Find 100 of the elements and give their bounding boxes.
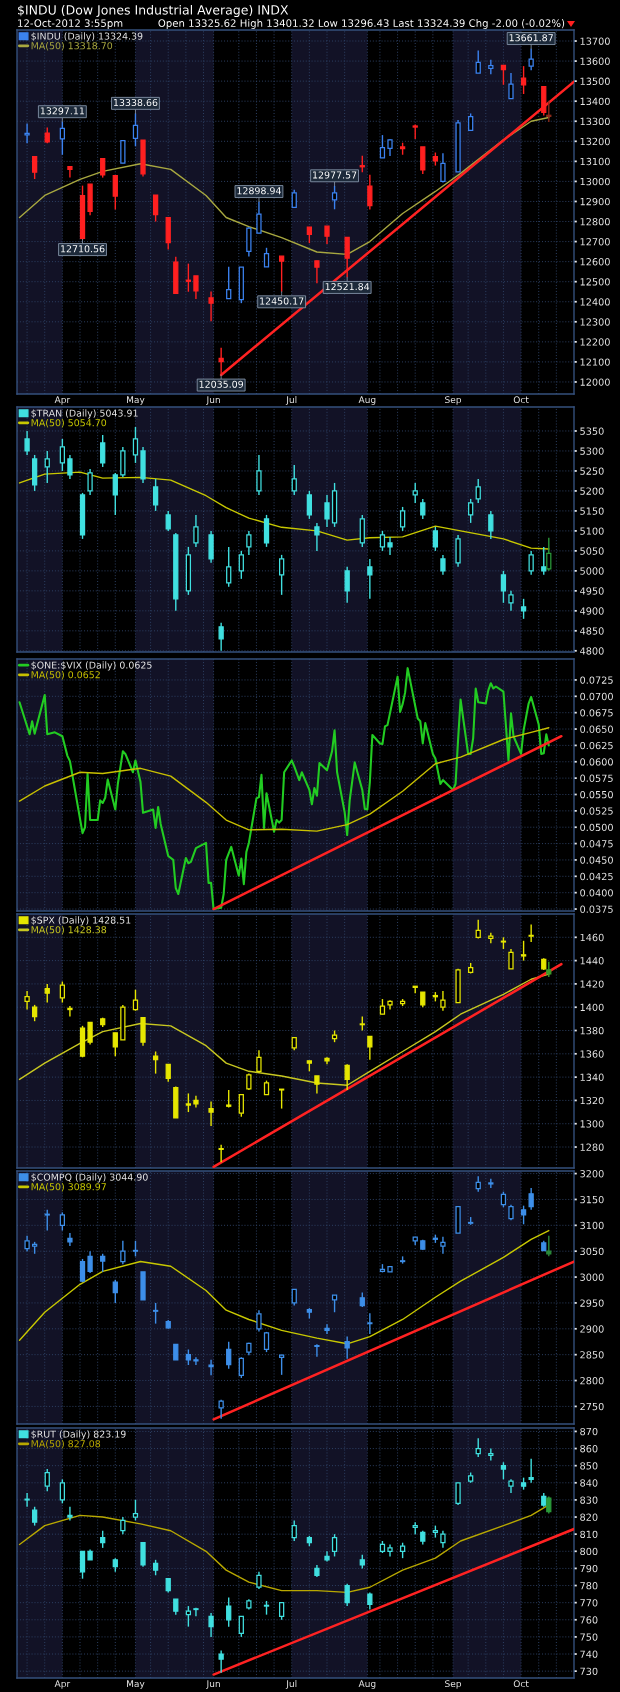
- x-tick-label: May: [127, 396, 145, 405]
- legend-label: $RUT (Daily) 823.19: [31, 1430, 126, 1440]
- candlestick: [226, 1596, 232, 1628]
- y-tick-label: 1420: [580, 980, 604, 988]
- y-tick-label: 3150: [580, 1195, 604, 1204]
- candlestick: [87, 468, 93, 496]
- y-tick-label: 5200: [580, 487, 604, 495]
- chart-subtitle: 12-Oct-2012 3:55pm: [18, 19, 123, 29]
- annotation: 12977.57: [313, 171, 357, 179]
- legend-label: MA(50) 0.0652: [31, 670, 100, 680]
- candlestick: [218, 622, 224, 652]
- y-tick-label: 13300: [580, 117, 610, 126]
- y-tick-label: 13600: [580, 57, 610, 65]
- x-tick-label: Jul: [285, 396, 297, 405]
- candlestick: [528, 550, 534, 576]
- y-tick-label: 13700: [580, 37, 610, 45]
- y-tick-label: 1320: [580, 1096, 604, 1105]
- candlestick: [541, 546, 547, 576]
- candlestick: [263, 514, 270, 548]
- candlestick: [475, 1437, 481, 1458]
- candlestick: [440, 990, 446, 1012]
- candlestick: [324, 494, 330, 528]
- legend-label: MA(50) 1428.38: [31, 925, 107, 935]
- y-tick-label: 2850: [580, 1351, 604, 1359]
- y-tick-label: 5250: [580, 467, 604, 475]
- y-tick-label: 860: [580, 1445, 598, 1453]
- candlestick: [152, 1050, 159, 1075]
- candlestick: [344, 236, 350, 279]
- candlestick: [291, 1519, 297, 1542]
- x-tick-label: Oct: [513, 1680, 529, 1688]
- candlestick: [278, 554, 285, 596]
- candlestick: [520, 598, 527, 620]
- y-tick-label: 13000: [580, 177, 610, 186]
- candlestick: [488, 1178, 494, 1189]
- y-tick-label: 13200: [580, 137, 610, 146]
- candlestick: [440, 554, 446, 576]
- candlestick: [112, 472, 118, 516]
- y-tick-label: 760: [580, 1616, 598, 1624]
- candlestick: [314, 260, 320, 284]
- candlestick: [87, 1250, 93, 1274]
- y-tick-label: 12800: [580, 218, 610, 226]
- candlestick: [208, 530, 214, 564]
- y-tick-label: 0.0425: [580, 872, 613, 881]
- candlestick: [468, 498, 474, 524]
- candlestick: [59, 1478, 66, 1505]
- x-tick-label: Jun: [206, 1680, 220, 1689]
- y-tick-label: 0.0375: [580, 905, 613, 913]
- candlestick: [208, 1100, 214, 1127]
- y-tick-label: 12900: [580, 197, 610, 206]
- y-tick-label: 0.0450: [580, 856, 613, 864]
- candlestick: [432, 526, 439, 552]
- y-tick-label: 4850: [580, 627, 604, 635]
- candlestick: [238, 1615, 244, 1638]
- candlestick: [314, 522, 320, 552]
- y-tick-label: 5300: [580, 447, 604, 455]
- y-tick-label: 0.0700: [580, 692, 613, 701]
- candlestick: [132, 112, 139, 148]
- y-tick-label: 0.0525: [580, 807, 613, 815]
- candlestick: [367, 1312, 373, 1335]
- legend-label: $TRAN (Daily) 5043.91: [31, 409, 138, 419]
- candlestick: [306, 490, 313, 520]
- candlestick: [44, 1209, 50, 1232]
- y-tick-label: 810: [580, 1530, 598, 1538]
- candlestick: [185, 1092, 192, 1113]
- y-tick-label: 820: [580, 1513, 598, 1521]
- candlestick: [379, 530, 386, 552]
- candlestick: [546, 536, 552, 572]
- annotation: 13297.11: [40, 107, 85, 115]
- candlestick: [412, 482, 418, 504]
- candlestick: [367, 558, 373, 600]
- candlestick: [44, 1468, 50, 1493]
- y-tick-label: 0.0725: [580, 676, 613, 684]
- y-tick-label: 850: [580, 1462, 598, 1470]
- candlestick: [193, 514, 199, 548]
- candlestick: [132, 989, 139, 1012]
- candlestick: [24, 122, 30, 145]
- candlestick: [112, 1032, 118, 1057]
- y-tick-label: 12300: [580, 318, 610, 326]
- candlestick: [344, 1583, 350, 1607]
- candlestick: [226, 265, 232, 300]
- candlestick: [67, 1005, 73, 1018]
- candlestick: [79, 1550, 86, 1580]
- candlestick: [455, 534, 461, 568]
- candlestick: [256, 200, 262, 234]
- candlestick: [132, 1499, 139, 1522]
- y-tick-label: 0.0550: [580, 790, 613, 799]
- candlestick: [238, 550, 244, 580]
- candlestick: [475, 49, 481, 74]
- y-tick-label: 1380: [580, 1026, 604, 1035]
- x-tick-label: May: [127, 1680, 145, 1689]
- y-tick-label: 5150: [580, 507, 604, 515]
- y-tick-label: 13500: [580, 77, 610, 85]
- candlestick: [528, 923, 534, 943]
- legend-label: $INDU (Daily) 13324.39: [31, 32, 143, 42]
- candlestick: [488, 510, 494, 540]
- candlestick: [152, 1302, 159, 1325]
- candlestick: [387, 536, 393, 556]
- candlestick: [500, 64, 507, 86]
- candlestick: [32, 155, 38, 180]
- candlestick: [455, 1482, 461, 1506]
